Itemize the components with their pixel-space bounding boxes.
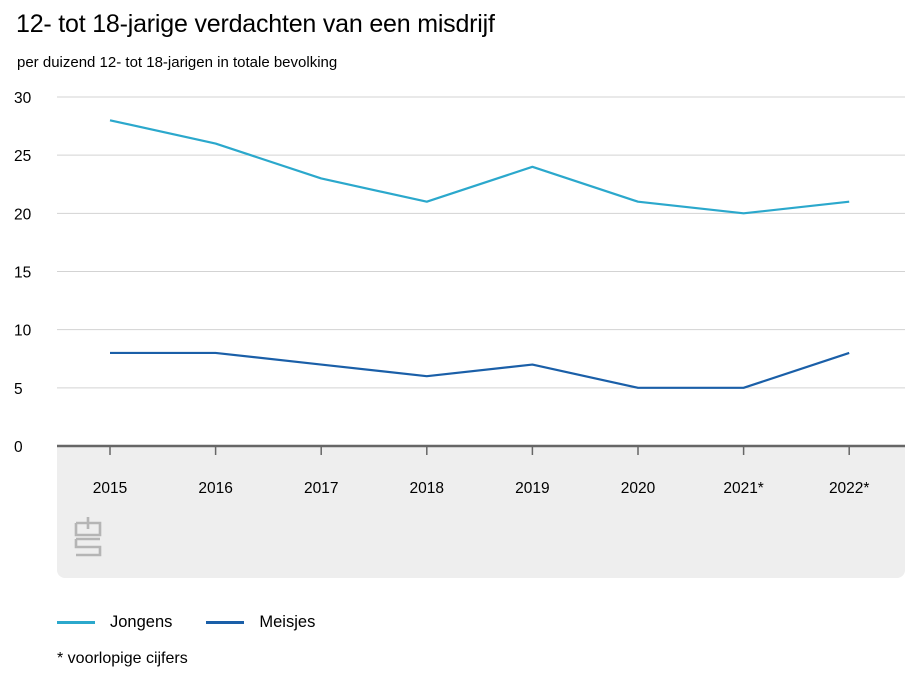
legend-label-jongens: Jongens [110,613,173,631]
y-tick-label: 30 [14,90,32,107]
chart-title: 12- tot 18-jarige verdachten van een mis… [16,10,495,38]
x-tick-label: 2015 [93,480,127,497]
y-tick-label: 10 [14,323,32,340]
series-line-meisjes [110,351,850,389]
x-axis-ticks: 2015 2016 2017 2018 2019 2020 2021* 2022* [93,446,870,497]
x-tick-label: 2016 [198,480,232,497]
legend-item-jongens: Jongens [57,613,172,632]
line-chart: 0 5 10 15 20 25 30 2015 2016 2017 2018 2019 2020 202… [14,90,905,497]
series-line-jongens [109,119,850,215]
x-tick-label: 2019 [515,480,549,497]
x-tick-label: 2021* [723,480,764,497]
series-lines [109,119,850,389]
legend: Jongens Meisjes [57,613,349,632]
cbs-logo-icon [74,517,102,557]
footnote: * voorlopige cijfers [57,650,188,667]
legend-item-meisjes: Meisjes [206,613,315,632]
legend-label-meisjes: Meisjes [259,613,316,631]
legend-swatch-meisjes [206,621,245,624]
legend-swatch-jongens [57,621,95,624]
x-axis-band [57,447,905,578]
y-tick-label: 0 [14,439,23,456]
x-tick-label: 2017 [304,480,338,497]
x-tick-label: 2018 [410,480,444,497]
gridlines [57,96,905,448]
y-tick-label: 15 [14,265,31,282]
y-tick-label: 20 [14,206,32,223]
y-tick-label: 25 [14,148,31,165]
y-tick-label: 5 [14,381,23,398]
x-tick-label: 2020 [621,480,656,497]
chart-subtitle: per duizend 12- tot 18-jarigen in totale… [17,54,338,71]
y-axis-ticks: 0 5 10 15 20 25 30 [14,90,32,456]
x-tick-label: 2022* [829,480,870,497]
